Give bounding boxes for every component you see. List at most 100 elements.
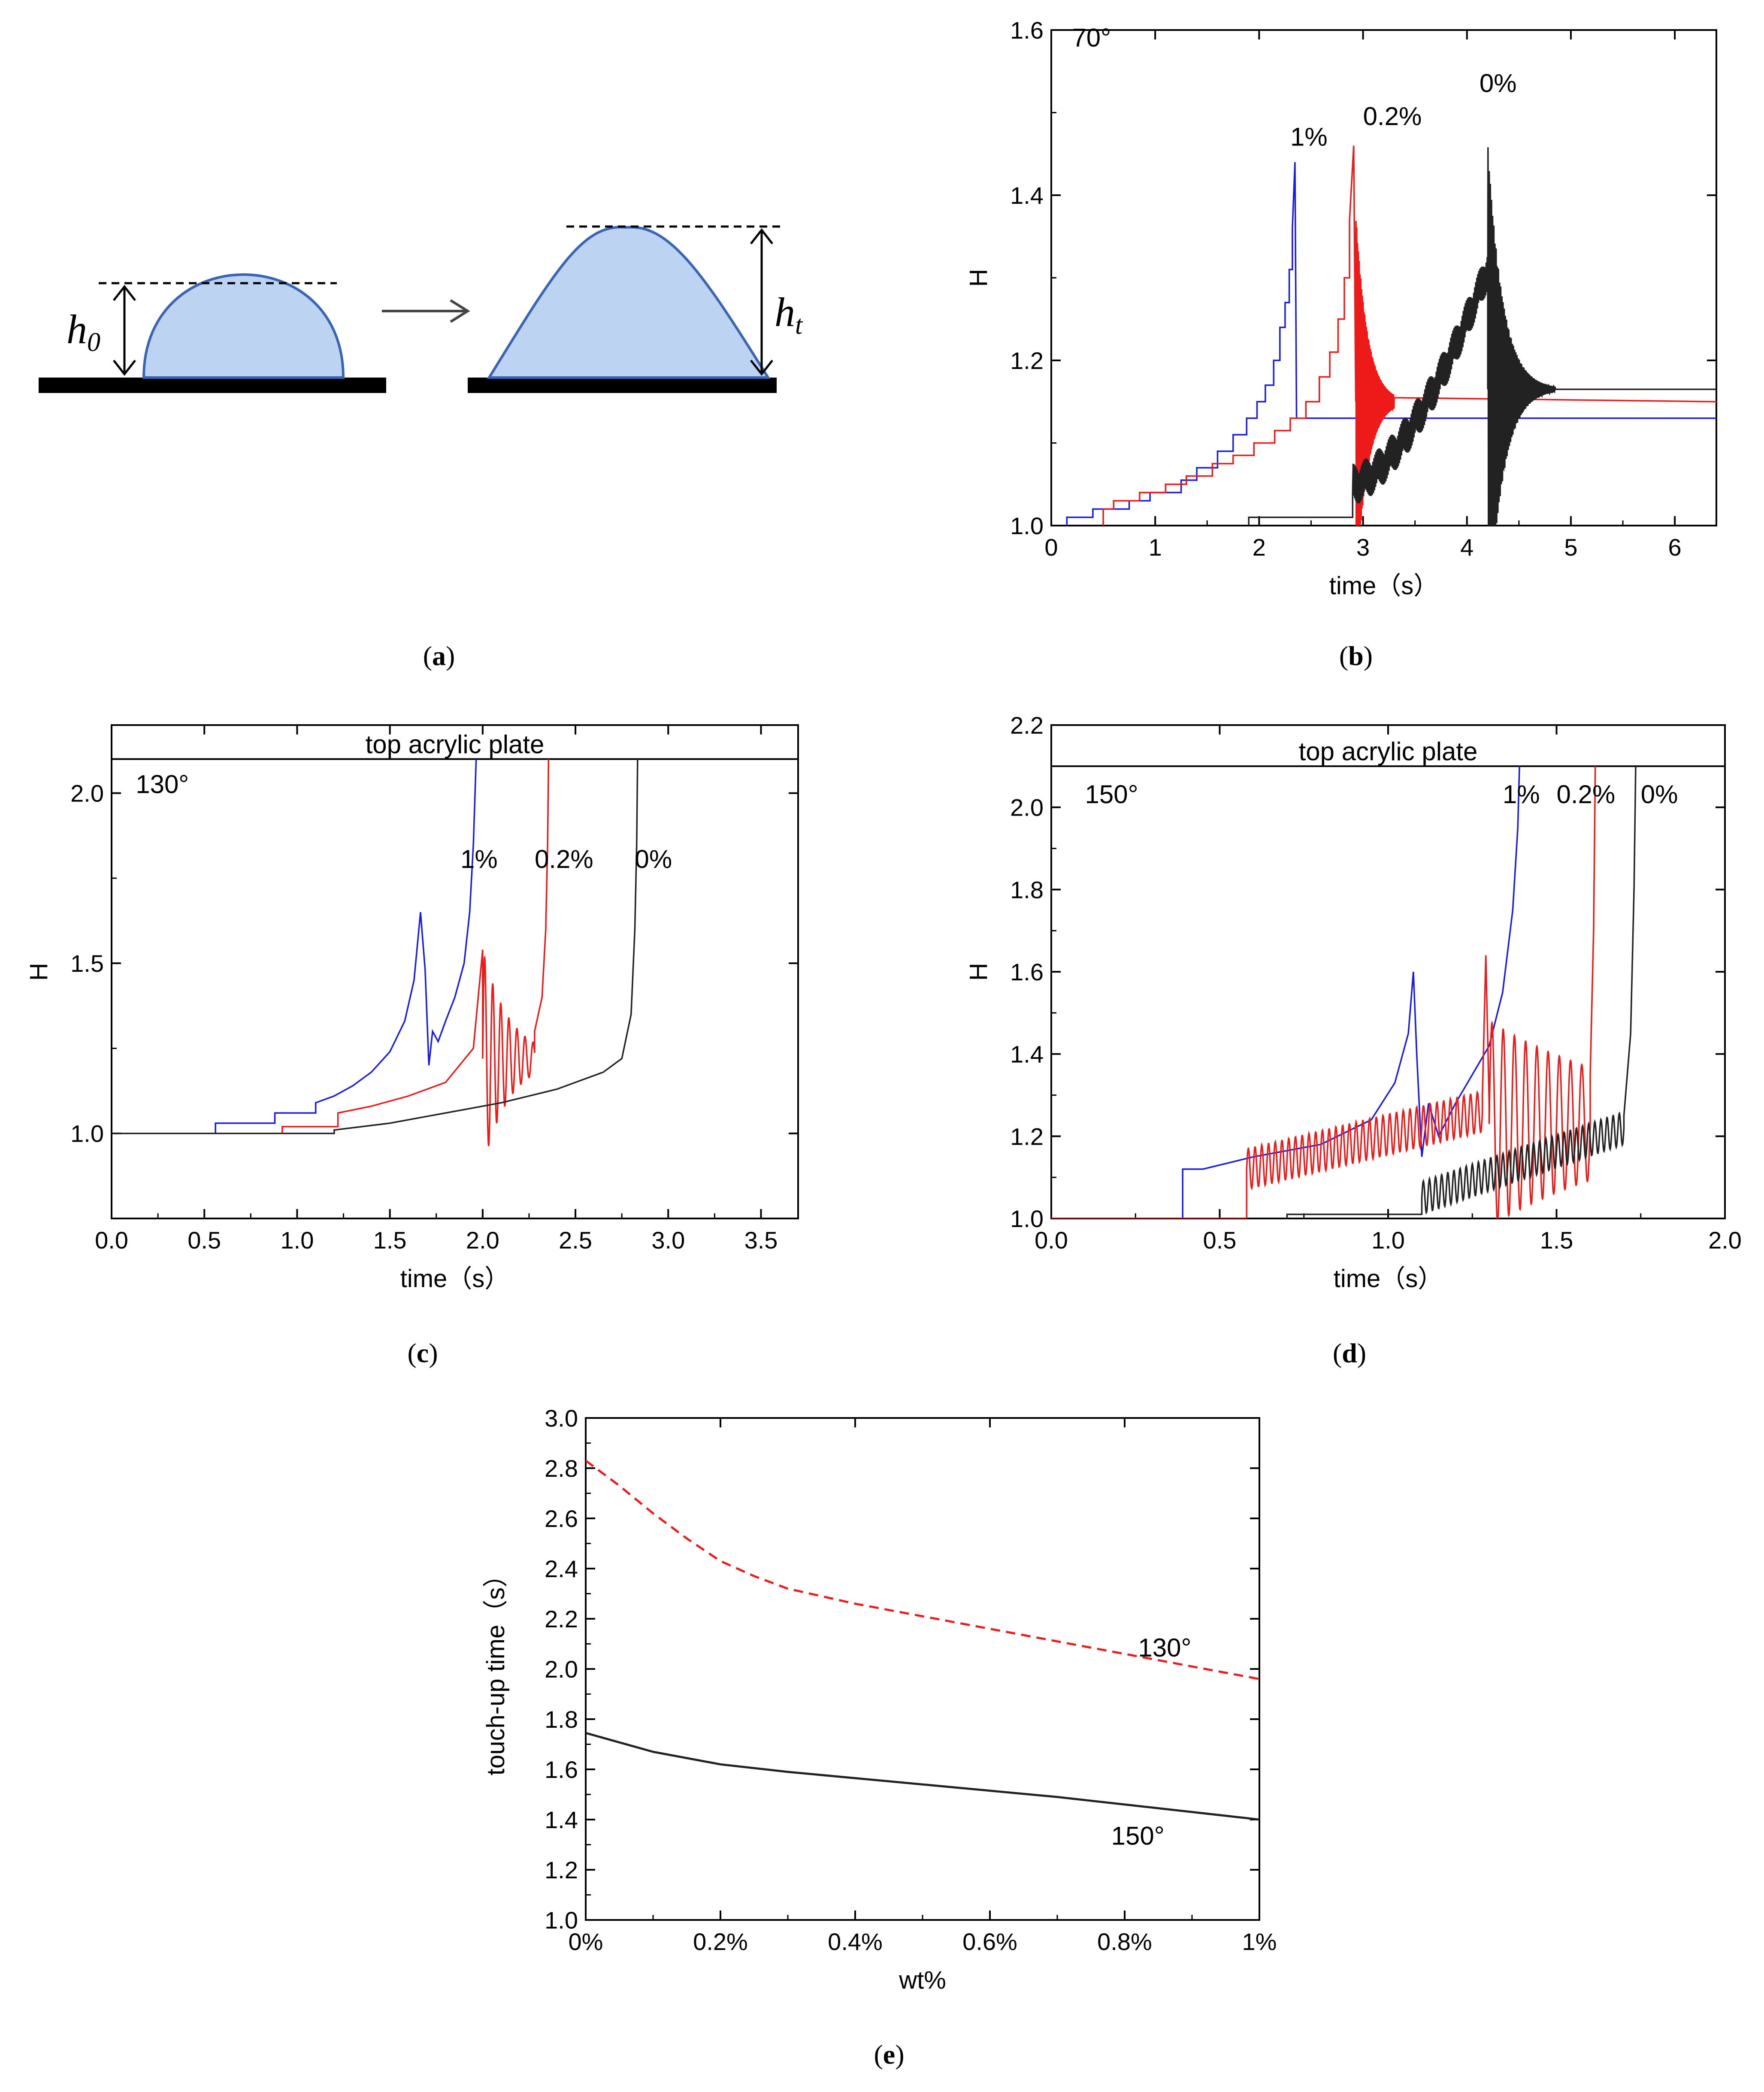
chart-e: 0% 0.2% 0.4% 0.6% 0.8% 1% 1.0 1.2 1.4 1.6 1.8 2.0 2.… xyxy=(482,1405,1277,2070)
y-tick-label: 1.0 xyxy=(1010,1205,1044,1232)
y-tick-label: 1.2 xyxy=(545,1856,578,1883)
annotation-label: 0.2% xyxy=(1557,780,1616,809)
x-tick-label: 2 xyxy=(1253,534,1266,561)
annotation-label: 0% xyxy=(635,845,672,874)
y-tick-label: 1.2 xyxy=(1010,347,1044,374)
x-tick-label: 3 xyxy=(1356,534,1370,561)
x-tick-label: 3.5 xyxy=(744,1227,778,1254)
y-tick-label: 1.6 xyxy=(1010,17,1044,44)
y-tick-label: 2.8 xyxy=(545,1455,578,1482)
x-tick-label: 2.0 xyxy=(1708,1227,1742,1254)
y-tick-label: 2.6 xyxy=(545,1505,578,1532)
x-tick-label: 1.0 xyxy=(1371,1227,1405,1254)
top-plate-label: top acrylic plate xyxy=(1299,737,1478,766)
x-tick-label: 1 xyxy=(1149,534,1162,561)
y-tick-label: 1.2 xyxy=(1010,1123,1044,1150)
x-tick-label: 3.0 xyxy=(651,1227,685,1254)
panel-caption: (c) xyxy=(407,1338,438,1368)
chart-b: 0 1 2 3 4 5 6 1.0 1.2 1.4 1.6 time（s） H 70° 1% 0.2% 0% (b… xyxy=(965,17,1717,671)
panel-caption: (e) xyxy=(874,2039,904,2070)
y-tick-label: 1.0 xyxy=(1010,512,1044,539)
annotation-label: 1% xyxy=(460,845,498,874)
y-tick-label: 2.4 xyxy=(545,1555,578,1582)
annotation-label: 1% xyxy=(1290,123,1328,151)
plot-area xyxy=(586,1460,1259,1821)
plot-area xyxy=(1051,766,1637,1218)
annotation-label: 0% xyxy=(1641,780,1678,809)
droplet-stretched xyxy=(487,226,771,379)
x-tick-label: 1.0 xyxy=(281,1227,314,1254)
x-tick-label: 6 xyxy=(1668,534,1682,561)
x-tick-label: 0.0 xyxy=(95,1227,128,1254)
series-line xyxy=(1066,162,1716,526)
y-tick-label: 2.2 xyxy=(545,1605,578,1632)
y-tick-label: 3.0 xyxy=(545,1405,578,1432)
x-tick-label: 5 xyxy=(1564,534,1577,561)
chart-c: 0.0 0.5 1.0 1.5 2.0 2.5 3.0 3.5 1.0 1.5 2.0 time（s）… xyxy=(25,724,799,1368)
y-tick-label: 1.4 xyxy=(1010,1041,1044,1068)
annotation-label: 1% xyxy=(1503,780,1540,809)
x-tick-label: 0.5 xyxy=(188,1227,221,1254)
x-tick-label: 4 xyxy=(1460,534,1474,561)
x-tick-label: 0.4% xyxy=(828,1928,883,1955)
y-tick-label: 1.5 xyxy=(70,950,104,977)
y-tick-label: 2.0 xyxy=(1010,794,1044,821)
y-axis-label: H xyxy=(965,269,992,287)
annotation-label: 0.2% xyxy=(1363,102,1422,130)
substrate-left xyxy=(39,378,386,393)
plot-area xyxy=(112,759,638,1147)
y-tick-label: 1.6 xyxy=(1010,958,1044,986)
y-tick-label: 1.8 xyxy=(545,1706,578,1733)
x-tick-label: 1% xyxy=(1242,1928,1277,1955)
y-tick-label: 1.8 xyxy=(1010,876,1044,903)
x-axis-label: time（s） xyxy=(400,1265,510,1293)
panel-caption: (b) xyxy=(1339,641,1373,671)
y-axis-label: touch-up time（s） xyxy=(482,1563,510,1775)
x-axis-label: wt% xyxy=(899,1966,946,1994)
y-axis-label: H xyxy=(25,963,53,981)
annotation-label: 150° xyxy=(1085,780,1138,809)
y-tick-label: 1.6 xyxy=(545,1756,578,1783)
y-tick-label: 1.0 xyxy=(545,1907,578,1934)
h0-label: h0 xyxy=(67,306,100,357)
ht-label: ht xyxy=(775,289,803,340)
x-tick-label: 1.5 xyxy=(373,1227,407,1254)
top-plate-label: top acrylic plate xyxy=(366,730,545,759)
x-axis-label: time（s） xyxy=(1334,1265,1443,1293)
y-tick-label: 1.4 xyxy=(1010,182,1044,209)
y-tick-label: 2.0 xyxy=(545,1656,578,1683)
plot-frame xyxy=(111,724,799,1219)
chart-d: 0.0 0.5 1.0 1.5 2.0 1.0 1.2 1.4 1.6 1.8 2.0 2.2 time… xyxy=(965,712,1742,1368)
series-line xyxy=(1051,766,1596,1218)
series-line xyxy=(112,759,638,1134)
series-line xyxy=(112,759,550,1147)
x-tick-label: 0 xyxy=(1044,534,1058,561)
x-tick-label: 0.2% xyxy=(693,1928,748,1955)
caption-a: (a) xyxy=(423,641,455,671)
series-line xyxy=(586,1460,1259,1680)
x-tick-label: 2.0 xyxy=(466,1227,499,1254)
series-line xyxy=(112,759,477,1134)
series-line xyxy=(1248,147,1716,526)
x-tick-label: 0.0 xyxy=(1035,1227,1068,1254)
droplet-initial xyxy=(142,273,345,379)
annotation-label: 0% xyxy=(1480,69,1517,97)
series-line xyxy=(1051,766,1520,1218)
x-axis-label: time（s） xyxy=(1329,572,1439,600)
panel-caption: (d) xyxy=(1333,1338,1366,1368)
x-tick-label: 2.5 xyxy=(559,1227,592,1254)
plot-area xyxy=(1066,145,1716,526)
h0-arrow xyxy=(113,284,136,376)
x-tick-label: 0.6% xyxy=(962,1928,1017,1955)
y-tick-label: 2.2 xyxy=(1010,712,1044,739)
x-tick-label: 1.5 xyxy=(1540,1227,1573,1254)
y-tick-label: 2.0 xyxy=(70,780,104,807)
series-line xyxy=(586,1732,1259,1821)
annotation-label: 150° xyxy=(1111,1822,1165,1850)
panel-a-schematic: h0 ht (a) xyxy=(39,225,803,671)
x-tick-label: 0.8% xyxy=(1097,1928,1152,1955)
x-tick-label: 0.5 xyxy=(1203,1227,1237,1254)
ht-arrow xyxy=(750,228,773,376)
series-line xyxy=(1286,766,1637,1218)
